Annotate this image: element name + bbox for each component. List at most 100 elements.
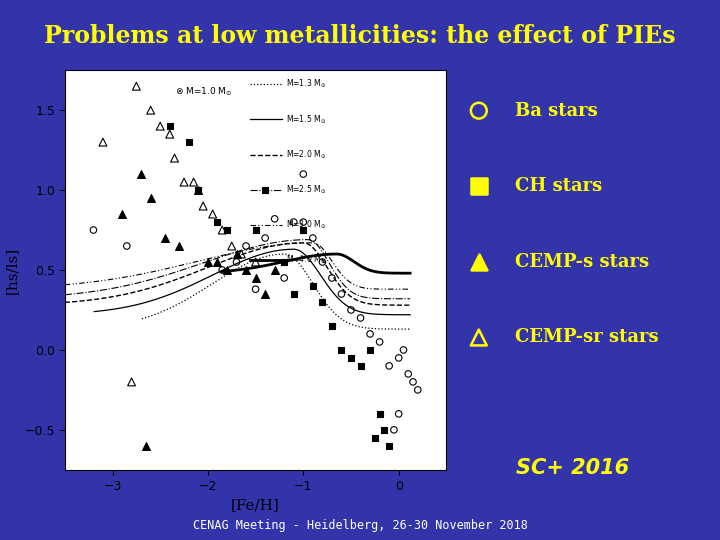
Point (145, 106, 156, 114)
Point (240, 266, 252, 274)
Point (374, 338, 385, 346)
Text: CH stars: CH stars (515, 177, 602, 195)
Point (217, 266, 228, 274)
Point (259, 289, 271, 298)
Point (279, 258, 290, 266)
Point (388, 426, 400, 434)
Point (212, 218, 223, 226)
Point (288, 218, 300, 226)
Point (393, 409, 405, 418)
Point (221, 226, 233, 234)
X-axis label: [Fe/H]: [Fe/H] (231, 498, 280, 512)
Point (288, 289, 300, 298)
Point (135, 170, 147, 178)
Point (97, 138, 109, 146)
Point (250, 274, 261, 282)
Point (364, 346, 376, 354)
Point (473, 258, 485, 266)
Point (250, 258, 261, 266)
Point (250, 226, 261, 234)
Point (297, 226, 309, 234)
Point (473, 182, 485, 191)
Point (307, 282, 318, 291)
Point (379, 426, 390, 434)
Point (269, 266, 281, 274)
Point (192, 186, 204, 194)
Point (326, 322, 338, 330)
Point (212, 258, 223, 266)
Point (155, 122, 166, 131)
Point (230, 249, 242, 258)
Point (473, 106, 485, 115)
Point (393, 354, 405, 362)
Point (221, 266, 233, 274)
Point (168, 154, 180, 163)
Point (383, 362, 395, 370)
Point (192, 186, 204, 194)
Text: M=2.5 M$_{\odot}$: M=2.5 M$_{\odot}$ (286, 184, 326, 196)
Point (317, 298, 328, 306)
Text: CEMP-sr stars: CEMP-sr stars (515, 328, 658, 347)
Text: Ba stars: Ba stars (515, 102, 598, 120)
Point (336, 346, 347, 354)
Point (317, 258, 328, 266)
Point (217, 226, 228, 234)
Point (164, 122, 176, 131)
Point (130, 82, 142, 91)
Point (369, 434, 381, 442)
Point (383, 442, 395, 450)
Point (355, 362, 366, 370)
Point (207, 210, 218, 218)
Point (346, 306, 357, 314)
Point (121, 242, 132, 251)
Text: M=1.3 M$_{\odot}$: M=1.3 M$_{\odot}$ (286, 78, 326, 90)
Point (473, 333, 485, 342)
Point (374, 409, 385, 418)
Point (174, 242, 185, 251)
Point (250, 285, 261, 294)
Point (179, 178, 190, 186)
Point (197, 202, 209, 211)
Point (336, 289, 347, 298)
Point (279, 274, 290, 282)
Text: M=2.0 M$_{\odot}$: M=2.0 M$_{\odot}$ (286, 148, 326, 161)
Point (269, 214, 281, 223)
Point (117, 210, 128, 218)
Point (159, 234, 171, 242)
Point (240, 242, 252, 251)
Point (355, 314, 366, 322)
Text: $\otimes$ M=1.0 M$_{\odot}$: $\otimes$ M=1.0 M$_{\odot}$ (174, 85, 232, 98)
Point (126, 377, 138, 386)
Text: M=1.5 M$_{\odot}$: M=1.5 M$_{\odot}$ (286, 113, 326, 126)
Point (397, 346, 409, 354)
Point (346, 354, 357, 362)
Point (412, 386, 423, 394)
Point (235, 249, 247, 258)
Y-axis label: [hs/ls]: [hs/ls] (5, 246, 19, 294)
Point (402, 369, 414, 378)
Point (88, 226, 99, 234)
Text: CEMP-s stars: CEMP-s stars (515, 253, 649, 271)
Point (297, 170, 309, 178)
Point (226, 242, 238, 251)
Text: M=3.0 M$_{\odot}$: M=3.0 M$_{\odot}$ (286, 219, 326, 231)
Point (431, 482, 443, 490)
Text: CENAG Meeting - Heidelberg, 26-30 November 2018: CENAG Meeting - Heidelberg, 26-30 Novemb… (192, 519, 528, 532)
Point (297, 218, 309, 226)
Point (188, 178, 199, 186)
Point (259, 234, 271, 242)
Text: M=4.0 M$_{\odot}$: M=4.0 M$_{\odot}$ (286, 254, 326, 266)
Point (164, 130, 176, 138)
Text: SC+ 2016: SC+ 2016 (516, 458, 629, 478)
Point (145, 194, 156, 202)
Text: Problems at low metallicities: the effect of PIEs: Problems at low metallicities: the effec… (44, 24, 676, 48)
Point (183, 138, 194, 146)
Point (202, 258, 214, 266)
Point (364, 329, 376, 338)
Point (230, 258, 242, 266)
Point (259, 186, 271, 194)
Point (408, 377, 419, 386)
Point (326, 274, 338, 282)
Point (307, 234, 318, 242)
Point (140, 442, 152, 450)
